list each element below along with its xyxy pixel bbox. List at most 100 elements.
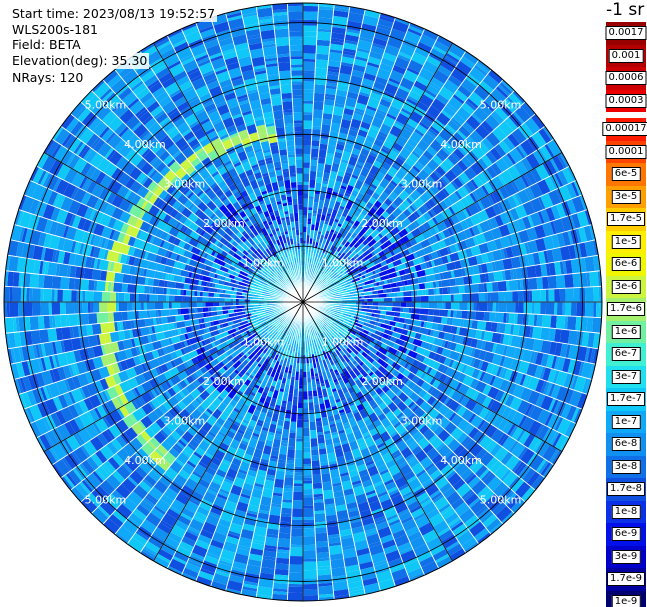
range-gate xyxy=(337,132,348,143)
range-gate xyxy=(475,339,484,350)
range-gate xyxy=(534,364,544,379)
range-gate xyxy=(446,317,451,326)
range-gate xyxy=(379,264,390,272)
range-gate xyxy=(294,458,303,467)
range-gate xyxy=(326,144,337,155)
range-gate xyxy=(356,263,364,270)
range-gate xyxy=(345,189,352,195)
range-gate xyxy=(528,277,538,291)
range-gate xyxy=(410,246,416,254)
range-gate xyxy=(404,318,414,326)
range-gate xyxy=(303,416,310,420)
range-gate xyxy=(391,286,401,293)
range-gate xyxy=(460,196,470,209)
range-gate xyxy=(318,284,326,291)
range-gate xyxy=(383,186,393,196)
range-gate xyxy=(330,32,346,40)
range-gate xyxy=(318,268,325,277)
range-gate xyxy=(523,325,531,338)
range-gate xyxy=(398,51,413,60)
range-gate xyxy=(494,259,505,272)
range-gate xyxy=(324,245,331,255)
range-gate xyxy=(524,254,530,267)
range-gate xyxy=(530,197,544,213)
range-gate xyxy=(293,475,303,481)
range-gate xyxy=(392,184,404,197)
range-gate xyxy=(413,219,421,228)
range-gate xyxy=(355,102,367,111)
range-gate xyxy=(325,270,333,279)
range-gate xyxy=(418,121,430,131)
range-gate xyxy=(392,258,403,267)
range-gate xyxy=(516,313,524,326)
range-gate xyxy=(113,311,123,322)
range-gate xyxy=(450,163,464,178)
range-gate xyxy=(338,208,344,213)
range-gate xyxy=(99,302,108,313)
range-gate xyxy=(85,290,94,302)
range-gate xyxy=(369,196,377,203)
range-gate xyxy=(337,222,343,228)
range-gate xyxy=(467,255,478,267)
range-gate xyxy=(576,345,588,362)
range-gate xyxy=(23,302,33,317)
range-gate xyxy=(507,234,514,247)
range-gate xyxy=(383,279,388,285)
range-gate xyxy=(288,564,303,574)
range-gate xyxy=(372,302,379,306)
range-gate xyxy=(489,147,502,161)
range-gate xyxy=(422,211,432,222)
range-gate xyxy=(188,302,197,308)
range-gate xyxy=(311,454,320,462)
range-gate xyxy=(480,263,488,274)
range-gate xyxy=(442,294,452,302)
range-gate xyxy=(303,162,311,169)
range-gate xyxy=(334,289,344,294)
range-gate xyxy=(379,123,392,136)
range-gate xyxy=(365,135,376,144)
range-gate xyxy=(403,307,410,314)
range-gate xyxy=(431,216,439,226)
range-gate xyxy=(576,302,586,317)
range-gate xyxy=(419,308,429,316)
range-gate xyxy=(199,291,203,297)
range-gate xyxy=(382,93,394,101)
range-gate xyxy=(140,302,144,311)
range-gate xyxy=(351,174,359,180)
range-gate xyxy=(334,95,347,106)
range-gate xyxy=(303,595,319,601)
range-gate xyxy=(513,160,529,177)
range-gate xyxy=(446,341,452,350)
range-gate xyxy=(333,277,342,284)
range-gate xyxy=(392,142,404,153)
range-gate xyxy=(458,326,469,337)
range-gate xyxy=(373,234,382,243)
range-gate xyxy=(17,302,24,317)
range-gate xyxy=(408,25,424,34)
range-gate xyxy=(335,239,343,249)
range-gate xyxy=(356,313,366,319)
range-gate xyxy=(322,286,331,292)
range-gate xyxy=(474,124,490,140)
range-gate xyxy=(332,239,338,247)
range-gate xyxy=(514,105,532,123)
range-gate xyxy=(351,199,361,211)
range-gate xyxy=(319,138,329,145)
range-gate xyxy=(447,96,464,111)
range-gate xyxy=(316,39,331,47)
range-gate xyxy=(129,292,136,302)
range-gate xyxy=(321,180,329,185)
range-gate xyxy=(398,317,406,324)
range-gate xyxy=(118,292,125,302)
range-gate xyxy=(525,152,541,170)
range-gate xyxy=(368,50,384,61)
range-gate xyxy=(367,172,376,179)
range-gate xyxy=(584,209,592,226)
range-gate xyxy=(303,530,316,537)
range-gate xyxy=(554,356,560,370)
range-gate xyxy=(475,254,484,265)
range-gate xyxy=(414,302,421,309)
range-gate xyxy=(121,311,128,321)
range-gate xyxy=(353,225,363,235)
range-gate xyxy=(464,257,470,268)
